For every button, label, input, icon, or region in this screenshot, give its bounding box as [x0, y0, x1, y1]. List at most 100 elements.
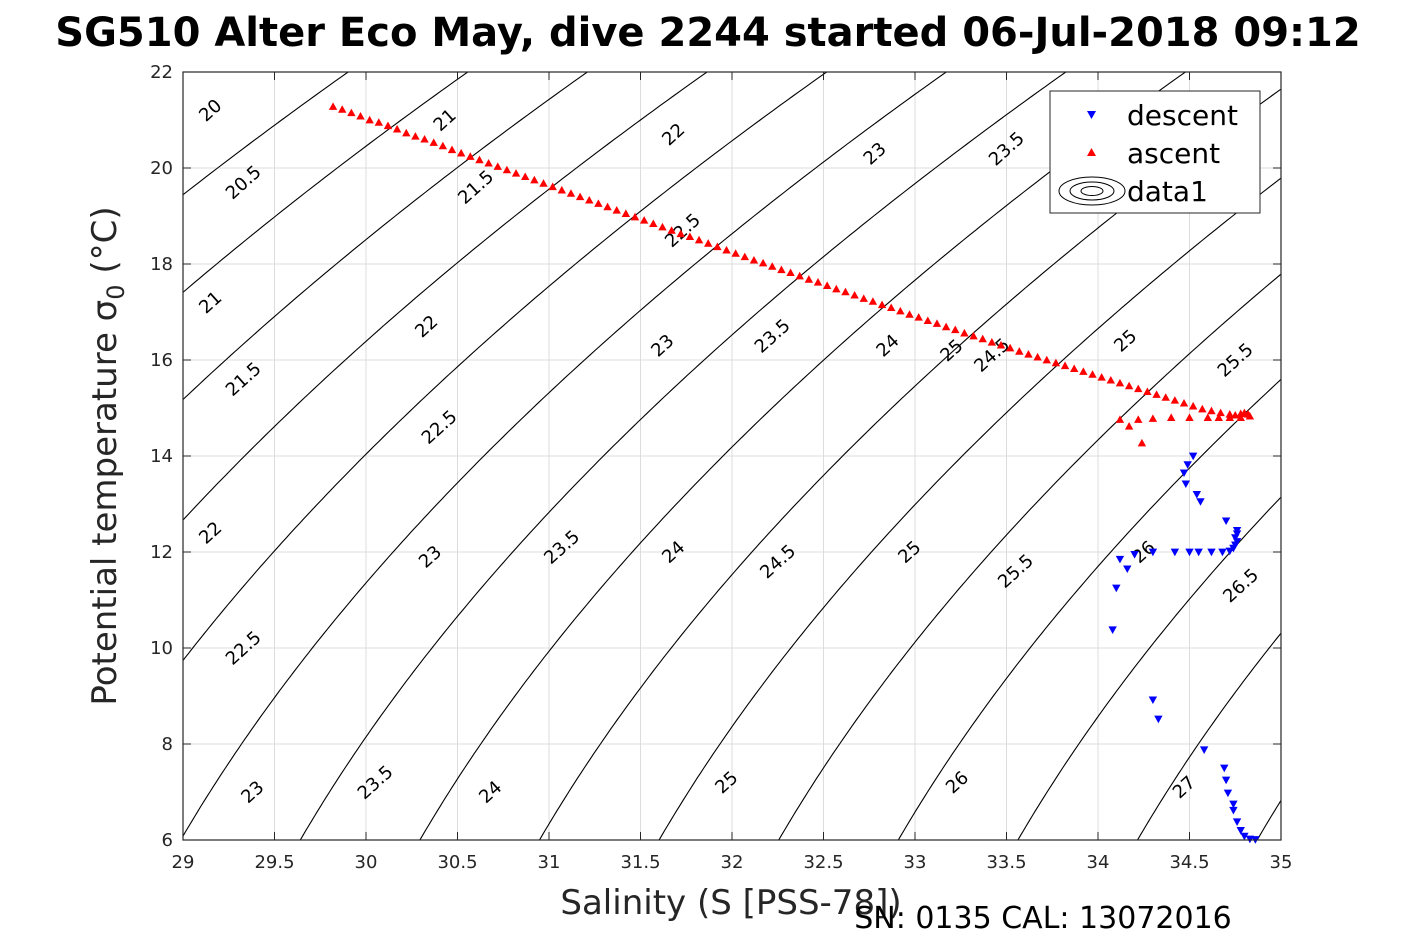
- ascent-point: [1033, 352, 1042, 361]
- contour-line: [897, 378, 1281, 840]
- ascent-point: [502, 165, 512, 174]
- ascent-point: [639, 216, 649, 224]
- ascent-point: [813, 278, 823, 286]
- descent-point: [1123, 565, 1132, 573]
- ascent-point: [914, 313, 923, 321]
- contour-line: [1136, 632, 1281, 840]
- legend: descent ascent data1: [1049, 90, 1261, 214]
- ascent-point: [685, 232, 695, 240]
- ascent-point: [859, 294, 868, 302]
- ascent-point: [1137, 438, 1147, 447]
- ascent-point: [1148, 414, 1158, 422]
- ascent-point: [1161, 393, 1170, 401]
- descent-point: [1115, 555, 1125, 564]
- ascent-point: [713, 242, 722, 251]
- ascent-point: [1198, 404, 1207, 413]
- ascent-point: [521, 172, 530, 180]
- ascent-point: [896, 306, 905, 315]
- ascent-point: [575, 192, 585, 201]
- ascent-point: [475, 155, 484, 164]
- y-tick-label: 20: [150, 158, 173, 179]
- chart-title: SG510 Alter Eco May, dive 2244 started 0…: [55, 10, 1360, 56]
- ascent-point: [786, 268, 795, 276]
- y-axis-label: Potential temperature σ0 (°C): [85, 206, 130, 705]
- ascent-point: [1134, 415, 1143, 423]
- ascent-point: [676, 229, 685, 238]
- ascent-point: [1124, 381, 1134, 390]
- ascent-point: [402, 128, 411, 137]
- descent-point: [1108, 626, 1117, 634]
- y-tick-label: 12: [150, 542, 173, 563]
- y-axis-label-unit: (°C): [85, 206, 125, 284]
- ascent-point: [411, 132, 420, 140]
- ascent-point: [1124, 422, 1134, 430]
- contour-line: [778, 273, 1281, 840]
- ascent-point: [868, 297, 878, 305]
- ascent-point: [969, 331, 978, 340]
- ascent-point: [566, 189, 576, 197]
- ascent-point: [804, 275, 814, 283]
- ascent-point: [539, 179, 548, 187]
- y-tick-label: 10: [150, 638, 173, 659]
- descent-point: [1192, 491, 1202, 499]
- ascent-point: [1060, 361, 1070, 370]
- ascent-point: [1179, 399, 1189, 407]
- ascent-point: [438, 141, 448, 150]
- ascent-point: [768, 262, 777, 270]
- ascent-point: [1225, 413, 1234, 421]
- ascent-point: [1188, 401, 1198, 410]
- ascent-point: [447, 145, 457, 154]
- descent-point: [1232, 818, 1242, 826]
- descent-series: [1108, 452, 1260, 844]
- x-tick-label: 33.5: [986, 852, 1026, 873]
- ascent-point: [594, 199, 603, 207]
- ascent-point: [704, 239, 713, 247]
- ascent-point: [383, 121, 393, 130]
- descent-point: [1220, 764, 1229, 773]
- ascent-point: [1167, 413, 1176, 421]
- x-axis-ticks: 29 29.5 30 30.5 31 31.5 32 32.5 33 33.5 34 34.5 35: [172, 72, 1293, 873]
- x-tick-label: 34.5: [1169, 852, 1209, 873]
- ascent-point: [356, 111, 365, 120]
- ascent-point: [649, 219, 658, 228]
- y-tick-label: 16: [150, 350, 173, 371]
- ascent-point: [484, 159, 493, 167]
- contour-line: [183, 72, 469, 294]
- ascent-point: [420, 135, 429, 143]
- descent-point: [1229, 800, 1238, 809]
- descent-point: [1188, 452, 1198, 461]
- ascent-point: [612, 206, 621, 214]
- descent-point: [1112, 584, 1121, 593]
- y-tick-label: 22: [150, 62, 173, 83]
- x-tick-label: 35: [1270, 852, 1293, 873]
- descent-point: [1148, 696, 1158, 705]
- ascent-point: [392, 124, 402, 133]
- ascent-point: [1070, 364, 1079, 372]
- ascent-point: [338, 105, 347, 113]
- descent-point: [1179, 469, 1189, 477]
- descent-point: [1232, 530, 1242, 538]
- ascent-point: [731, 249, 740, 257]
- descent-point: [1231, 534, 1240, 542]
- ascent-point: [1024, 350, 1033, 358]
- ascent-point: [777, 265, 786, 274]
- ascent-point: [822, 281, 832, 289]
- descent-point: [1194, 548, 1203, 557]
- ascent-point: [722, 245, 731, 254]
- ascent-point: [493, 162, 502, 170]
- ascent-point: [951, 325, 960, 334]
- legend-ascent-marker: [1087, 148, 1096, 156]
- ascent-point: [1170, 396, 1180, 404]
- ascent-point: [1115, 415, 1125, 423]
- descent-point: [1223, 789, 1233, 798]
- ascent-point: [1115, 378, 1125, 387]
- ascent-point: [960, 328, 969, 337]
- ascent-point: [511, 169, 521, 177]
- x-tick-label: 33: [904, 852, 927, 873]
- ascent-point: [749, 255, 759, 264]
- x-tick-label: 30: [355, 852, 378, 873]
- ascent-point: [530, 175, 539, 184]
- contour-line: [183, 72, 350, 196]
- ascent-point: [630, 212, 640, 221]
